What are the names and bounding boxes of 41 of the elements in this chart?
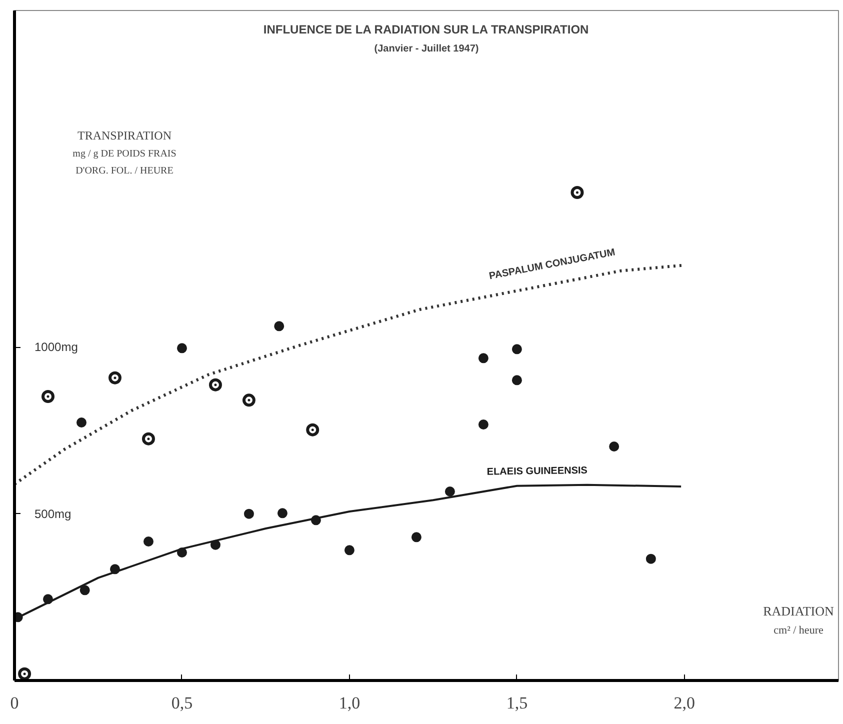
point (80, 585, 90, 596)
series-label: ELAEIS GUINEENSIS (486, 465, 588, 478)
point (208, 378, 222, 392)
point (512, 375, 522, 386)
x-tick-label: 2,0 (674, 694, 696, 712)
x-tick-label: 1,5 (506, 694, 528, 712)
text: INFLUENCE DE LA RADIATION SUR LA TRANSPIRATION (263, 22, 589, 36)
point (176, 343, 187, 354)
point (344, 545, 354, 556)
point (176, 548, 187, 558)
point (18, 667, 32, 680)
text: (Janvier - Juillet 1947) (374, 44, 479, 54)
point (210, 540, 220, 550)
point (478, 353, 488, 364)
point (244, 508, 254, 519)
point (444, 486, 455, 496)
point (512, 344, 522, 354)
x-tick-label: 0 (10, 694, 19, 712)
point (108, 371, 122, 384)
point (411, 532, 422, 542)
point (478, 420, 488, 430)
point (277, 508, 288, 518)
y-axis-title: TRANSPIRATION mg / g DE POIDS FRAIS D'ORG. FOL. / HEURE (72, 128, 176, 176)
point (609, 442, 620, 452)
point (306, 423, 320, 436)
point (42, 594, 53, 604)
point (143, 536, 154, 546)
point (41, 390, 54, 403)
point (110, 564, 120, 574)
point (570, 186, 584, 199)
x-tick-label: 1,0 (338, 694, 360, 712)
point (76, 418, 86, 428)
y-tick-label: 1000mg (34, 340, 78, 354)
x-tick-label: 0,5 (171, 694, 193, 712)
y-tick-label: 500mg (34, 506, 72, 521)
x-axis-title: RADIATION cm² / heure (763, 604, 834, 636)
point (310, 515, 321, 526)
point (274, 321, 284, 332)
point (142, 432, 155, 446)
point (242, 394, 256, 407)
point (646, 554, 656, 564)
